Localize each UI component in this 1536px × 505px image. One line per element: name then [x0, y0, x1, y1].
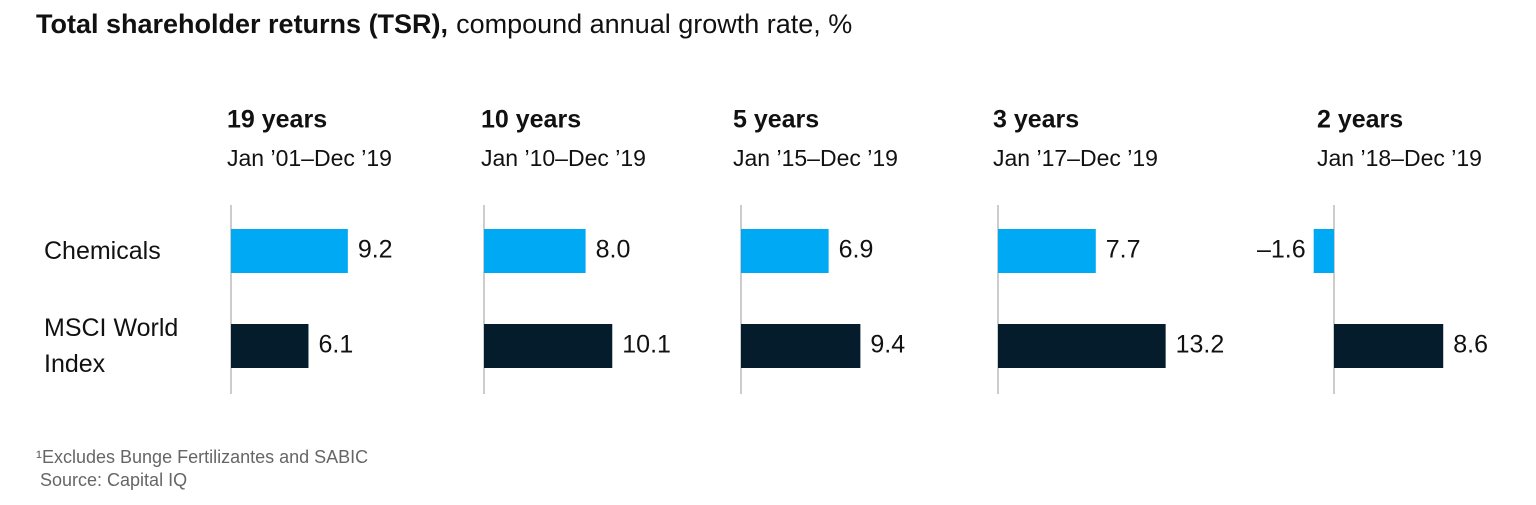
bar — [1313, 229, 1334, 273]
value-label: 8.6 — [1453, 331, 1488, 359]
value-label: 7.7 — [1106, 236, 1141, 264]
value-label: 8.0 — [596, 236, 631, 264]
value-label: 6.9 — [839, 236, 874, 264]
panel-title: 10 years — [481, 106, 581, 134]
panel-subtitle: Jan ’18–Dec ’19 — [1317, 145, 1482, 171]
category-label: Chemicals — [44, 237, 161, 265]
panel-title: 2 years — [1317, 106, 1403, 134]
panel-subtitle: Jan ’10–Dec ’19 — [481, 145, 646, 171]
bar — [1334, 324, 1444, 368]
panel-title: 3 years — [993, 106, 1079, 134]
bar — [741, 229, 829, 273]
chart-title: Total shareholder returns (TSR), — [36, 9, 448, 39]
value-label: 9.2 — [358, 236, 393, 264]
chart-subtitle: compound annual growth rate, % — [456, 9, 852, 39]
footnote: Source: Capital IQ — [40, 470, 187, 490]
bar — [484, 324, 613, 368]
value-label: 13.2 — [1176, 331, 1225, 359]
panel-subtitle: Jan ’01–Dec ’19 — [227, 145, 392, 171]
panel-subtitle: Jan ’15–Dec ’19 — [733, 145, 898, 171]
category-label: MSCI World Index — [44, 314, 179, 378]
category-label-box: Chemicals — [44, 237, 161, 265]
panel-subtitle: Jan ’17–Dec ’19 — [993, 145, 1158, 171]
panel-title: 19 years — [227, 106, 327, 134]
bar — [998, 229, 1096, 273]
bar — [484, 229, 586, 273]
bar — [231, 229, 348, 273]
bar — [231, 324, 309, 368]
value-label: –1.6 — [1257, 236, 1306, 264]
value-label: 6.1 — [318, 331, 353, 359]
category-label-box: MSCI World Index — [44, 314, 179, 378]
footnote: ¹Excludes Bunge Fertilizantes and SABIC — [36, 447, 368, 467]
panel-title: 5 years — [733, 106, 819, 134]
bar — [998, 324, 1166, 368]
bar — [741, 324, 861, 368]
chart-heading: Total shareholder returns (TSR), compound… — [36, 9, 852, 39]
value-label: 10.1 — [622, 331, 671, 359]
value-label: 9.4 — [870, 331, 905, 359]
